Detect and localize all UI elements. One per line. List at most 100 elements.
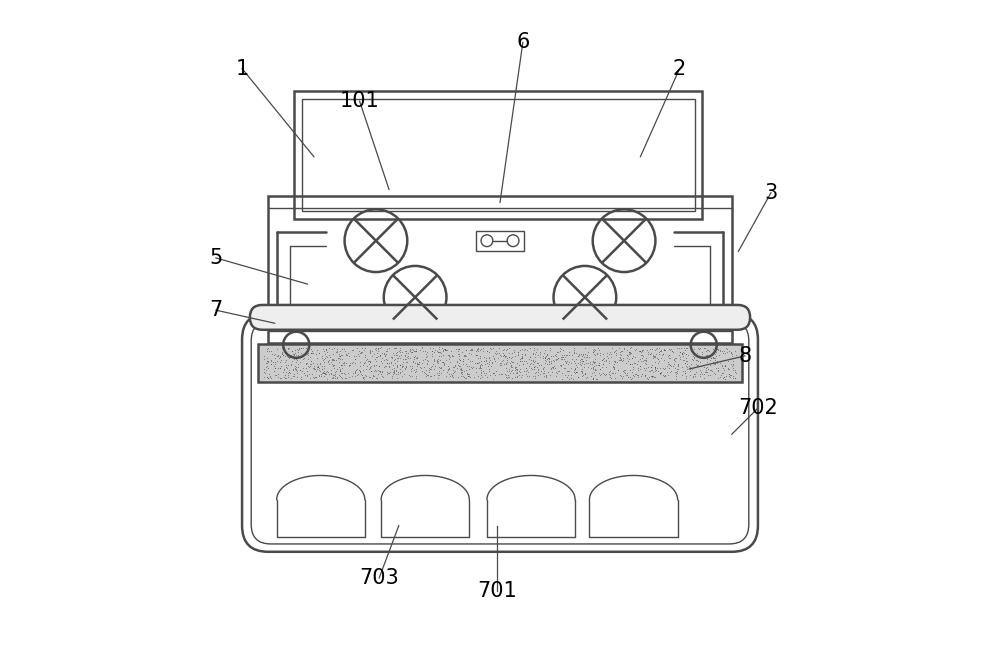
Point: [509, 367, 525, 377]
Point: [526, 357, 542, 368]
Point: [287, 348, 303, 358]
Point: [374, 347, 390, 358]
Point: [381, 358, 397, 368]
Point: [384, 353, 400, 364]
Point: [352, 366, 368, 377]
Point: [336, 359, 352, 370]
Point: [601, 367, 617, 377]
Point: [591, 368, 607, 379]
Point: [622, 359, 638, 370]
Point: [598, 362, 614, 372]
Point: [468, 349, 484, 360]
Point: [544, 361, 560, 372]
Point: [727, 373, 743, 383]
Point: [574, 358, 590, 368]
Point: [418, 369, 434, 379]
Point: [426, 356, 442, 366]
Point: [670, 359, 686, 370]
Point: [464, 343, 480, 354]
Point: [478, 368, 494, 379]
Point: [484, 357, 500, 367]
Point: [668, 370, 684, 381]
Point: [375, 372, 391, 383]
Point: [345, 345, 361, 356]
Point: [432, 355, 448, 365]
Point: [412, 345, 428, 355]
Point: [548, 371, 564, 381]
Point: [595, 359, 611, 370]
Point: [543, 364, 559, 374]
Text: 6: 6: [516, 33, 530, 52]
Point: [326, 363, 342, 374]
Point: [462, 372, 478, 382]
Point: [403, 364, 419, 375]
Point: [485, 368, 501, 378]
Point: [477, 359, 493, 370]
Point: [277, 370, 293, 381]
Point: [586, 358, 602, 369]
Point: [333, 368, 349, 378]
Text: 702: 702: [738, 398, 778, 418]
Point: [317, 353, 333, 364]
Point: [640, 374, 656, 384]
Point: [526, 344, 542, 355]
Point: [423, 364, 439, 374]
Point: [324, 354, 340, 364]
Point: [463, 362, 479, 372]
Point: [506, 344, 522, 355]
Point: [310, 361, 326, 372]
Point: [649, 342, 665, 353]
Point: [405, 344, 421, 355]
Point: [559, 372, 575, 382]
Point: [622, 358, 638, 369]
Point: [299, 371, 315, 381]
Point: [497, 350, 513, 360]
Point: [527, 351, 543, 362]
Point: [553, 352, 569, 362]
Point: [700, 370, 716, 381]
Point: [615, 371, 631, 381]
Point: [423, 362, 439, 372]
Point: [605, 360, 621, 371]
Point: [636, 362, 652, 373]
Point: [438, 345, 454, 355]
Point: [592, 370, 608, 380]
Point: [397, 351, 413, 362]
Point: [464, 345, 480, 355]
Point: [584, 359, 600, 370]
Point: [657, 362, 673, 373]
Point: [644, 344, 660, 355]
Point: [499, 343, 515, 354]
Point: [404, 347, 420, 357]
Point: [318, 343, 334, 354]
Point: [591, 360, 607, 370]
Point: [647, 361, 663, 372]
Point: [538, 356, 554, 366]
Point: [455, 356, 471, 366]
Point: [424, 351, 440, 361]
Point: [705, 352, 721, 362]
Point: [403, 366, 419, 376]
Point: [652, 368, 668, 379]
Point: [379, 343, 395, 354]
Point: [509, 365, 525, 375]
Point: [414, 358, 430, 368]
Point: [485, 368, 501, 378]
Point: [429, 346, 445, 357]
Point: [373, 342, 389, 353]
Point: [721, 368, 737, 379]
Point: [473, 368, 489, 379]
Point: [488, 349, 504, 359]
Point: [275, 350, 291, 360]
Point: [601, 356, 617, 366]
Point: [674, 362, 690, 372]
Point: [507, 362, 523, 372]
Point: [723, 347, 739, 357]
Point: [509, 364, 525, 374]
Point: [483, 361, 499, 372]
Point: [411, 357, 427, 367]
Point: [408, 345, 424, 356]
Point: [588, 364, 604, 375]
Point: [607, 345, 623, 356]
Point: [457, 350, 473, 360]
